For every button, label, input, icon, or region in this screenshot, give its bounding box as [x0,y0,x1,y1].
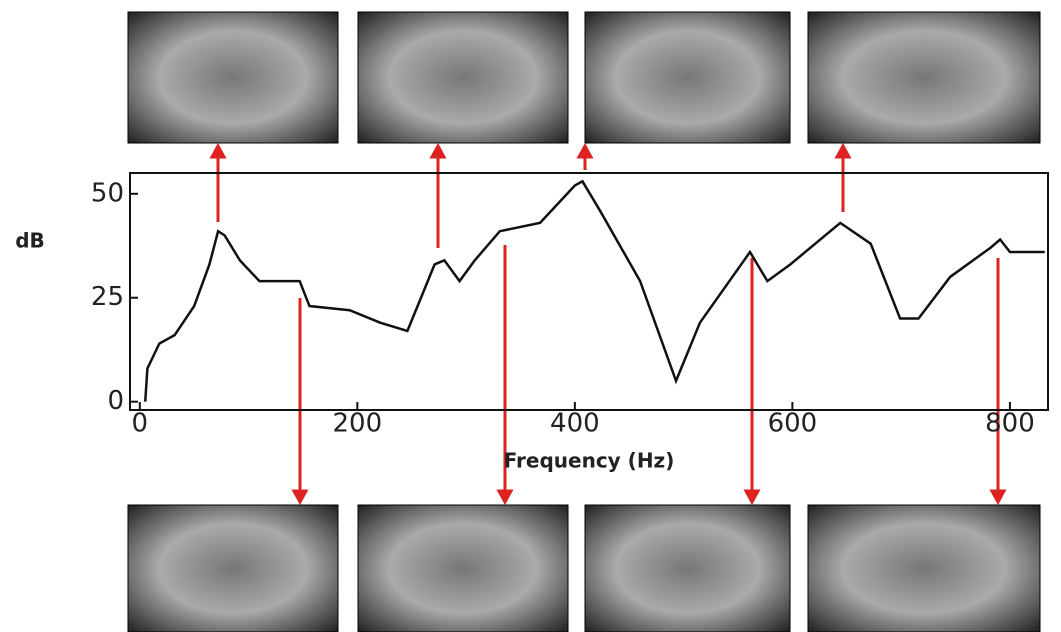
mode-image [128,505,338,632]
arrow-head [212,146,224,157]
figure: Frequency (Hz) dB 0 200 400 600 800 0 25 50 [0,0,1061,632]
mode-image [808,505,1040,632]
x-tick-label: 0 [132,409,149,439]
x-tick-label: 800 [985,409,1035,439]
y-tick-label: 0 [107,386,124,416]
arrow-head [432,146,444,157]
data-line [145,181,1045,401]
x-tick-label: 600 [768,409,818,439]
y-axis-label: dB [15,229,45,253]
mode-image [358,12,568,143]
mode-image [585,12,790,143]
x-tick-label: 200 [333,409,383,439]
x-tick-label: 400 [550,409,600,439]
arrow-head [992,491,1004,502]
mode-image [128,12,338,143]
arrow-head [499,491,511,502]
arrow-head [579,146,591,157]
mode-image [585,505,790,632]
arrow-head [746,491,758,502]
mode-image [808,12,1040,143]
mode-image [358,505,568,632]
mode-images [128,12,1040,632]
y-tick-label: 25 [91,282,124,312]
arrow-head [837,146,849,157]
y-tick-label: 50 [91,178,124,208]
plot-frame [130,173,1048,410]
arrow-head [294,491,306,502]
x-axis-label: Frequency (Hz) [504,449,675,473]
